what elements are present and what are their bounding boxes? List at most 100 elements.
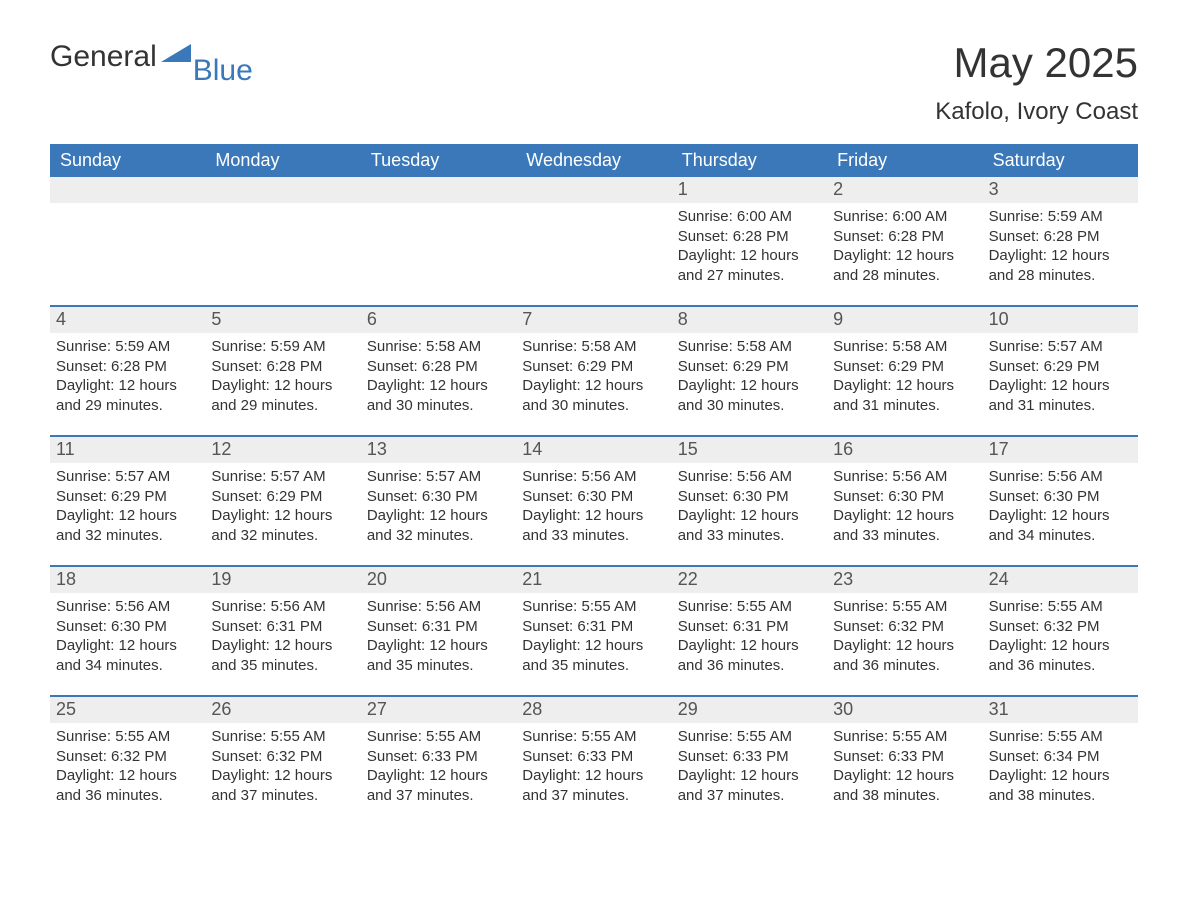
day-body: Sunrise: 5:56 AMSunset: 6:30 PMDaylight:… [983, 463, 1138, 551]
daylight-hours: 12 [1051, 637, 1068, 654]
day-body [361, 203, 516, 213]
sunset-label: Sunset: [56, 748, 111, 765]
daylight-label: Daylight: [56, 637, 119, 654]
daylight-line: Daylight: 12 hours and 31 minutes. [833, 376, 976, 415]
daylight-hours: 12 [740, 507, 757, 524]
sunrise-value: 6:00 AM [892, 208, 947, 225]
calendar-cell: 11Sunrise: 5:57 AMSunset: 6:29 PMDayligh… [50, 437, 205, 565]
sunset-value: 6:33 PM [577, 748, 633, 765]
logo: General Blue [50, 40, 253, 74]
daylight-minutes: 32 [241, 527, 258, 544]
sunset-value: 6:34 PM [1044, 748, 1100, 765]
daylight-suffix: minutes. [257, 787, 318, 804]
daylight-hours: 12 [896, 637, 913, 654]
daylight-suffix: minutes. [879, 267, 940, 284]
daylight-line: Daylight: 12 hours and 37 minutes. [678, 766, 821, 805]
day-number: 14 [516, 437, 671, 463]
sunset-value: 6:28 PM [1044, 228, 1100, 245]
sunset-label: Sunset: [833, 618, 888, 635]
day-body: Sunrise: 6:00 AMSunset: 6:28 PMDaylight:… [672, 203, 827, 291]
sunrise-value: 5:59 AM [1048, 208, 1103, 225]
daylight-minutes: 33 [862, 527, 879, 544]
daylight-hours: 12 [429, 637, 446, 654]
sunset-label: Sunset: [833, 748, 888, 765]
sunrise-value: 5:55 AM [1048, 598, 1103, 615]
daylight-hours: 12 [896, 767, 913, 784]
calendar-cell: 3Sunrise: 5:59 AMSunset: 6:28 PMDaylight… [983, 177, 1138, 305]
logo-text-b: Blue [193, 54, 253, 88]
day-number: 10 [983, 307, 1138, 333]
sunrise-label: Sunrise: [522, 338, 581, 355]
daylight-label: Daylight: [678, 507, 741, 524]
daylight-line: Daylight: 12 hours and 33 minutes. [678, 506, 821, 545]
day-header: Monday [205, 144, 360, 177]
day-number: 31 [983, 697, 1138, 723]
daylight-line: Daylight: 12 hours and 36 minutes. [989, 636, 1132, 675]
daylight-suffix: minutes. [568, 787, 629, 804]
sunrise-label: Sunrise: [367, 728, 426, 745]
day-body: Sunrise: 5:55 AMSunset: 6:31 PMDaylight:… [672, 593, 827, 681]
sunset-label: Sunset: [522, 618, 577, 635]
daylight-line: Daylight: 12 hours and 28 minutes. [989, 246, 1132, 285]
day-body: Sunrise: 5:58 AMSunset: 6:29 PMDaylight:… [516, 333, 671, 421]
daylight-minutes: 37 [241, 787, 258, 804]
day-body: Sunrise: 5:56 AMSunset: 6:31 PMDaylight:… [361, 593, 516, 681]
daylight-hours: 12 [119, 637, 136, 654]
calendar-cell: 9Sunrise: 5:58 AMSunset: 6:29 PMDaylight… [827, 307, 982, 435]
calendar-cell: 4Sunrise: 5:59 AMSunset: 6:28 PMDaylight… [50, 307, 205, 435]
calendar-cell: 12Sunrise: 5:57 AMSunset: 6:29 PMDayligh… [205, 437, 360, 565]
day-body: Sunrise: 5:59 AMSunset: 6:28 PMDaylight:… [205, 333, 360, 421]
sunset-value: 6:29 PM [733, 358, 789, 375]
calendar-cell-empty [361, 177, 516, 305]
sunset-value: 6:30 PM [577, 488, 633, 505]
day-number: 30 [827, 697, 982, 723]
daylight-label: Daylight: [522, 767, 585, 784]
sunset-line: Sunset: 6:33 PM [367, 747, 510, 767]
sunrise-label: Sunrise: [833, 338, 892, 355]
calendar-cell: 26Sunrise: 5:55 AMSunset: 6:32 PMDayligh… [205, 697, 360, 825]
daylight-hours: 12 [274, 377, 291, 394]
sunrise-value: 6:00 AM [737, 208, 792, 225]
sunset-line: Sunset: 6:34 PM [989, 747, 1132, 767]
sunset-line: Sunset: 6:30 PM [56, 617, 199, 637]
sunset-value: 6:31 PM [266, 618, 322, 635]
day-number: 26 [205, 697, 360, 723]
daylight-minutes: 32 [85, 527, 102, 544]
sunset-line: Sunset: 6:31 PM [211, 617, 354, 637]
day-body: Sunrise: 5:58 AMSunset: 6:29 PMDaylight:… [827, 333, 982, 421]
sunset-label: Sunset: [56, 488, 111, 505]
sunrise-line: Sunrise: 5:59 AM [56, 337, 199, 357]
sunset-value: 6:28 PM [422, 358, 478, 375]
sunset-label: Sunset: [678, 618, 733, 635]
sunset-value: 6:32 PM [1044, 618, 1100, 635]
sunrise-label: Sunrise: [367, 468, 426, 485]
daylight-line: Daylight: 12 hours and 37 minutes. [367, 766, 510, 805]
daylight-hours: 12 [429, 377, 446, 394]
day-body: Sunrise: 5:55 AMSunset: 6:33 PMDaylight:… [827, 723, 982, 811]
daylight-suffix: minutes. [257, 657, 318, 674]
sunrise-value: 5:57 AM [1048, 338, 1103, 355]
sunrise-line: Sunrise: 5:58 AM [367, 337, 510, 357]
daylight-minutes: 38 [1018, 787, 1035, 804]
calendar-cell: 31Sunrise: 5:55 AMSunset: 6:34 PMDayligh… [983, 697, 1138, 825]
day-header: Saturday [983, 144, 1138, 177]
weeks-container: 1Sunrise: 6:00 AMSunset: 6:28 PMDaylight… [50, 177, 1138, 825]
daylight-suffix: minutes. [413, 527, 474, 544]
day-body: Sunrise: 5:59 AMSunset: 6:28 PMDaylight:… [983, 203, 1138, 291]
daylight-hours: 12 [585, 767, 602, 784]
sunset-label: Sunset: [367, 358, 422, 375]
sunset-label: Sunset: [678, 228, 733, 245]
sunrise-label: Sunrise: [211, 728, 270, 745]
daylight-hours: 12 [1051, 247, 1068, 264]
day-body: Sunrise: 5:57 AMSunset: 6:29 PMDaylight:… [983, 333, 1138, 421]
daylight-minutes: 28 [862, 267, 879, 284]
week-row: 11Sunrise: 5:57 AMSunset: 6:29 PMDayligh… [50, 435, 1138, 565]
daylight-line: Daylight: 12 hours and 37 minutes. [211, 766, 354, 805]
day-number: 5 [205, 307, 360, 333]
daylight-suffix: minutes. [102, 787, 163, 804]
sunrise-value: 5:55 AM [892, 728, 947, 745]
sunrise-value: 5:58 AM [426, 338, 481, 355]
sunset-label: Sunset: [367, 488, 422, 505]
daylight-suffix: minutes. [724, 527, 785, 544]
sunrise-line: Sunrise: 5:57 AM [989, 337, 1132, 357]
